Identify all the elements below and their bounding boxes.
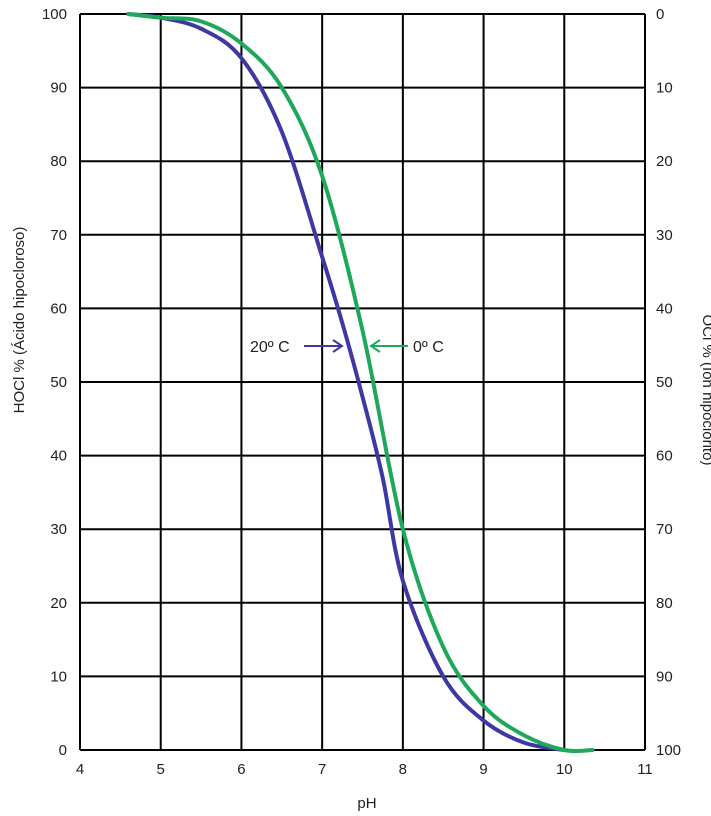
right-y-tick-label: 10 [656,80,673,97]
x-tick-label: 11 [637,761,653,778]
right-axis-title: OCl % (Ion hipoclorito) [699,315,711,466]
x-tick-label: 8 [399,761,407,778]
x-tick-label: 7 [318,761,326,778]
left-y-tick-label: 80 [50,153,67,170]
chart-curves [126,12,595,754]
series-20c-curve [126,12,567,752]
right-y-tick-label: 0 [656,6,664,23]
right-y-tick-label: 70 [656,521,673,538]
right-y-tick-label: 30 [656,227,673,244]
annotation-20c-arrow-head [332,339,344,353]
annotation-0c: 0º C [369,339,444,356]
x-tick-label: 6 [237,761,245,778]
right-y-tick-label: 90 [656,668,673,685]
annotation-0c-arrow-head [369,339,381,353]
left-y-tick-label: 40 [50,448,67,465]
left-axis-title: HOCl % (Ácido hipocloroso) [11,227,28,414]
x-axis-title: pH [357,795,376,812]
left-y-tick-label: 100 [42,6,67,23]
left-y-tick-label: 30 [50,521,67,538]
left-y-tick-label: 50 [50,374,67,391]
right-y-tick-label: 20 [656,153,673,170]
left-y-tick-label: 0 [59,742,67,759]
right-y-tick-label: 100 [656,742,681,759]
right-y-tick-label: 40 [656,300,673,317]
left-y-tick-label: 10 [50,668,67,685]
x-tick-label: 9 [479,761,487,778]
chart-grid [79,13,646,751]
right-y-tick-label: 80 [656,595,673,612]
annotation-20c-label: 20º C [250,339,290,356]
annotation-20c: 20º C [250,339,344,356]
x-tick-label: 5 [157,761,165,778]
left-y-tick-label: 90 [50,80,67,97]
left-y-tick-label: 70 [50,227,67,244]
series-0c-curve [126,12,595,754]
left-y-tick-label: 60 [50,300,67,317]
x-tick-label: 10 [556,761,573,778]
x-tick-label: 4 [76,761,84,778]
right-y-tick-label: 50 [656,374,673,391]
right-y-tick-label: 60 [656,448,673,465]
left-y-tick-label: 20 [50,595,67,612]
annotation-0c-label: 0º C [413,339,444,356]
